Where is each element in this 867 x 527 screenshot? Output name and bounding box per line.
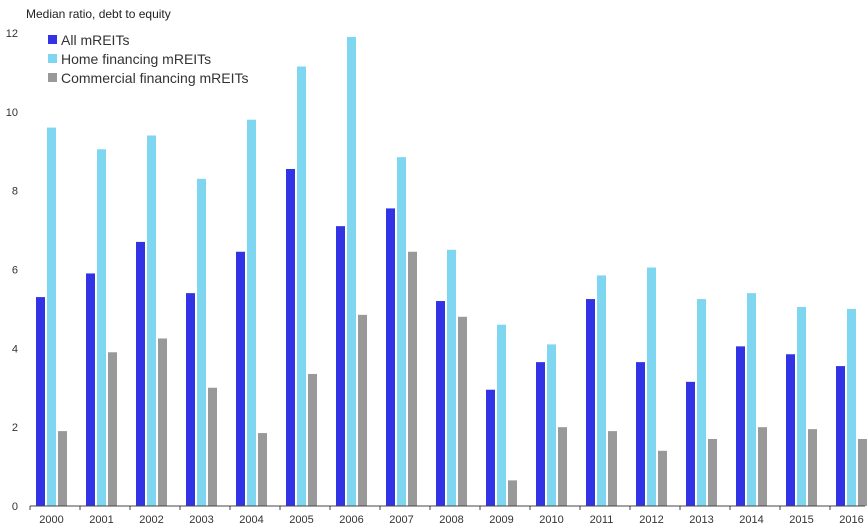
bar-all-mreits-2014 bbox=[736, 346, 745, 506]
bar-home-financing-mreits-2004 bbox=[247, 119, 256, 506]
bar-commercial-financing-mreits-2007 bbox=[408, 251, 417, 506]
bar-commercial-financing-mreits-2009 bbox=[508, 480, 517, 506]
x-tick-label: 2002 bbox=[139, 514, 163, 526]
bar-all-mreits-2005 bbox=[286, 168, 295, 507]
bar-home-financing-mreits-2014 bbox=[747, 293, 756, 506]
y-axis-title: Median ratio, debt to equity bbox=[26, 7, 171, 21]
y-tick-label: 8 bbox=[12, 186, 18, 198]
bar-all-mreits-2010 bbox=[536, 362, 545, 506]
bar-home-financing-mreits-2008 bbox=[447, 249, 456, 506]
legend-swatch bbox=[48, 54, 57, 63]
y-tick-label: 2 bbox=[12, 422, 18, 434]
bar-home-financing-mreits-2001 bbox=[97, 149, 106, 506]
bar-all-mreits-2009 bbox=[486, 389, 495, 506]
y-tick-label: 4 bbox=[12, 343, 18, 355]
bar-all-mreits-2000 bbox=[36, 297, 45, 506]
bar-commercial-financing-mreits-2008 bbox=[458, 316, 467, 506]
bar-commercial-financing-mreits-2016 bbox=[858, 438, 867, 506]
x-tick-label: 2003 bbox=[189, 514, 213, 526]
bar-all-mreits-2006 bbox=[336, 226, 345, 506]
legend-swatch bbox=[48, 35, 57, 44]
bar-home-financing-mreits-2016 bbox=[847, 308, 856, 506]
x-tick-label: 2010 bbox=[539, 514, 563, 526]
y-tick-label: 10 bbox=[6, 107, 18, 119]
x-tick-label: 2007 bbox=[389, 514, 413, 526]
bar-commercial-financing-mreits-2010 bbox=[558, 427, 567, 506]
bar-commercial-financing-mreits-2012 bbox=[658, 450, 667, 506]
bar-home-financing-mreits-2005 bbox=[297, 66, 306, 507]
x-tick-label: 2008 bbox=[439, 514, 463, 526]
legend-label: Commercial financing mREITs bbox=[61, 70, 249, 86]
legend-label: Home financing mREITs bbox=[61, 51, 211, 67]
bar-commercial-financing-mreits-2003 bbox=[208, 387, 217, 506]
bar-commercial-financing-mreits-2011 bbox=[608, 431, 617, 506]
x-tick-label: 2009 bbox=[489, 514, 513, 526]
bar-home-financing-mreits-2009 bbox=[497, 324, 506, 506]
x-tick-label: 2014 bbox=[739, 514, 763, 526]
x-tick-label: 2016 bbox=[839, 514, 863, 526]
bar-commercial-financing-mreits-2001 bbox=[108, 352, 117, 506]
bar-all-mreits-2001 bbox=[86, 273, 95, 506]
x-tick-label: 2001 bbox=[89, 514, 113, 526]
bar-all-mreits-2015 bbox=[786, 354, 795, 506]
bar-commercial-financing-mreits-2005 bbox=[308, 373, 317, 506]
x-tick-label: 2015 bbox=[789, 514, 813, 526]
legend-label: All mREITs bbox=[61, 32, 129, 48]
bar-home-financing-mreits-2002 bbox=[147, 135, 156, 506]
bar-home-financing-mreits-2012 bbox=[647, 267, 656, 506]
bar-series-group bbox=[36, 36, 867, 507]
x-tick-label: 2006 bbox=[339, 514, 363, 526]
y-tick-label: 6 bbox=[12, 265, 18, 277]
bar-commercial-financing-mreits-2013 bbox=[708, 438, 717, 506]
bar-all-mreits-2012 bbox=[636, 362, 645, 506]
bar-home-financing-mreits-2010 bbox=[547, 344, 556, 506]
bar-home-financing-mreits-2013 bbox=[697, 299, 706, 506]
bar-commercial-financing-mreits-2006 bbox=[358, 314, 367, 506]
bar-home-financing-mreits-2015 bbox=[797, 306, 806, 506]
bar-commercial-financing-mreits-2004 bbox=[258, 433, 267, 506]
bar-home-financing-mreits-2006 bbox=[347, 36, 356, 507]
bar-home-financing-mreits-2003 bbox=[197, 178, 206, 506]
y-tick-label: 12 bbox=[6, 28, 18, 40]
x-axis-ticks: 2000 2001 2002 2003 2004 2005 2006 2007 2008 2009… bbox=[29, 506, 864, 526]
bar-all-mreits-2016 bbox=[836, 366, 845, 506]
bar-commercial-financing-mreits-2000 bbox=[58, 431, 67, 506]
x-tick-label: 2000 bbox=[39, 514, 63, 526]
bar-all-mreits-2003 bbox=[186, 293, 195, 506]
y-axis-ticks: 0 2 4 6 8 10 12 bbox=[6, 28, 18, 513]
bar-all-mreits-2002 bbox=[136, 241, 145, 507]
bar-commercial-financing-mreits-2015 bbox=[808, 429, 817, 506]
bar-home-financing-mreits-2011 bbox=[597, 275, 606, 506]
bar-commercial-financing-mreits-2002 bbox=[158, 338, 167, 506]
bar-all-mreits-2013 bbox=[686, 381, 695, 506]
x-tick-label: 2012 bbox=[639, 514, 663, 526]
bar-all-mreits-2011 bbox=[586, 299, 595, 506]
bar-all-mreits-2007 bbox=[386, 208, 395, 506]
x-tick-label: 2004 bbox=[239, 514, 263, 526]
x-tick-label: 2005 bbox=[289, 514, 313, 526]
bar-commercial-financing-mreits-2014 bbox=[758, 427, 767, 506]
bar-all-mreits-2004 bbox=[236, 251, 245, 506]
bar-home-financing-mreits-2007 bbox=[397, 157, 406, 506]
bar-home-financing-mreits-2000 bbox=[47, 127, 56, 506]
y-tick-label: 0 bbox=[12, 501, 18, 513]
bar-all-mreits-2008 bbox=[436, 301, 445, 506]
x-tick-label: 2011 bbox=[590, 514, 614, 526]
legend-swatch bbox=[48, 73, 57, 82]
x-tick-label: 2013 bbox=[689, 514, 713, 526]
legend: All mREITs Home financing mREITs Commercia… bbox=[48, 32, 249, 86]
